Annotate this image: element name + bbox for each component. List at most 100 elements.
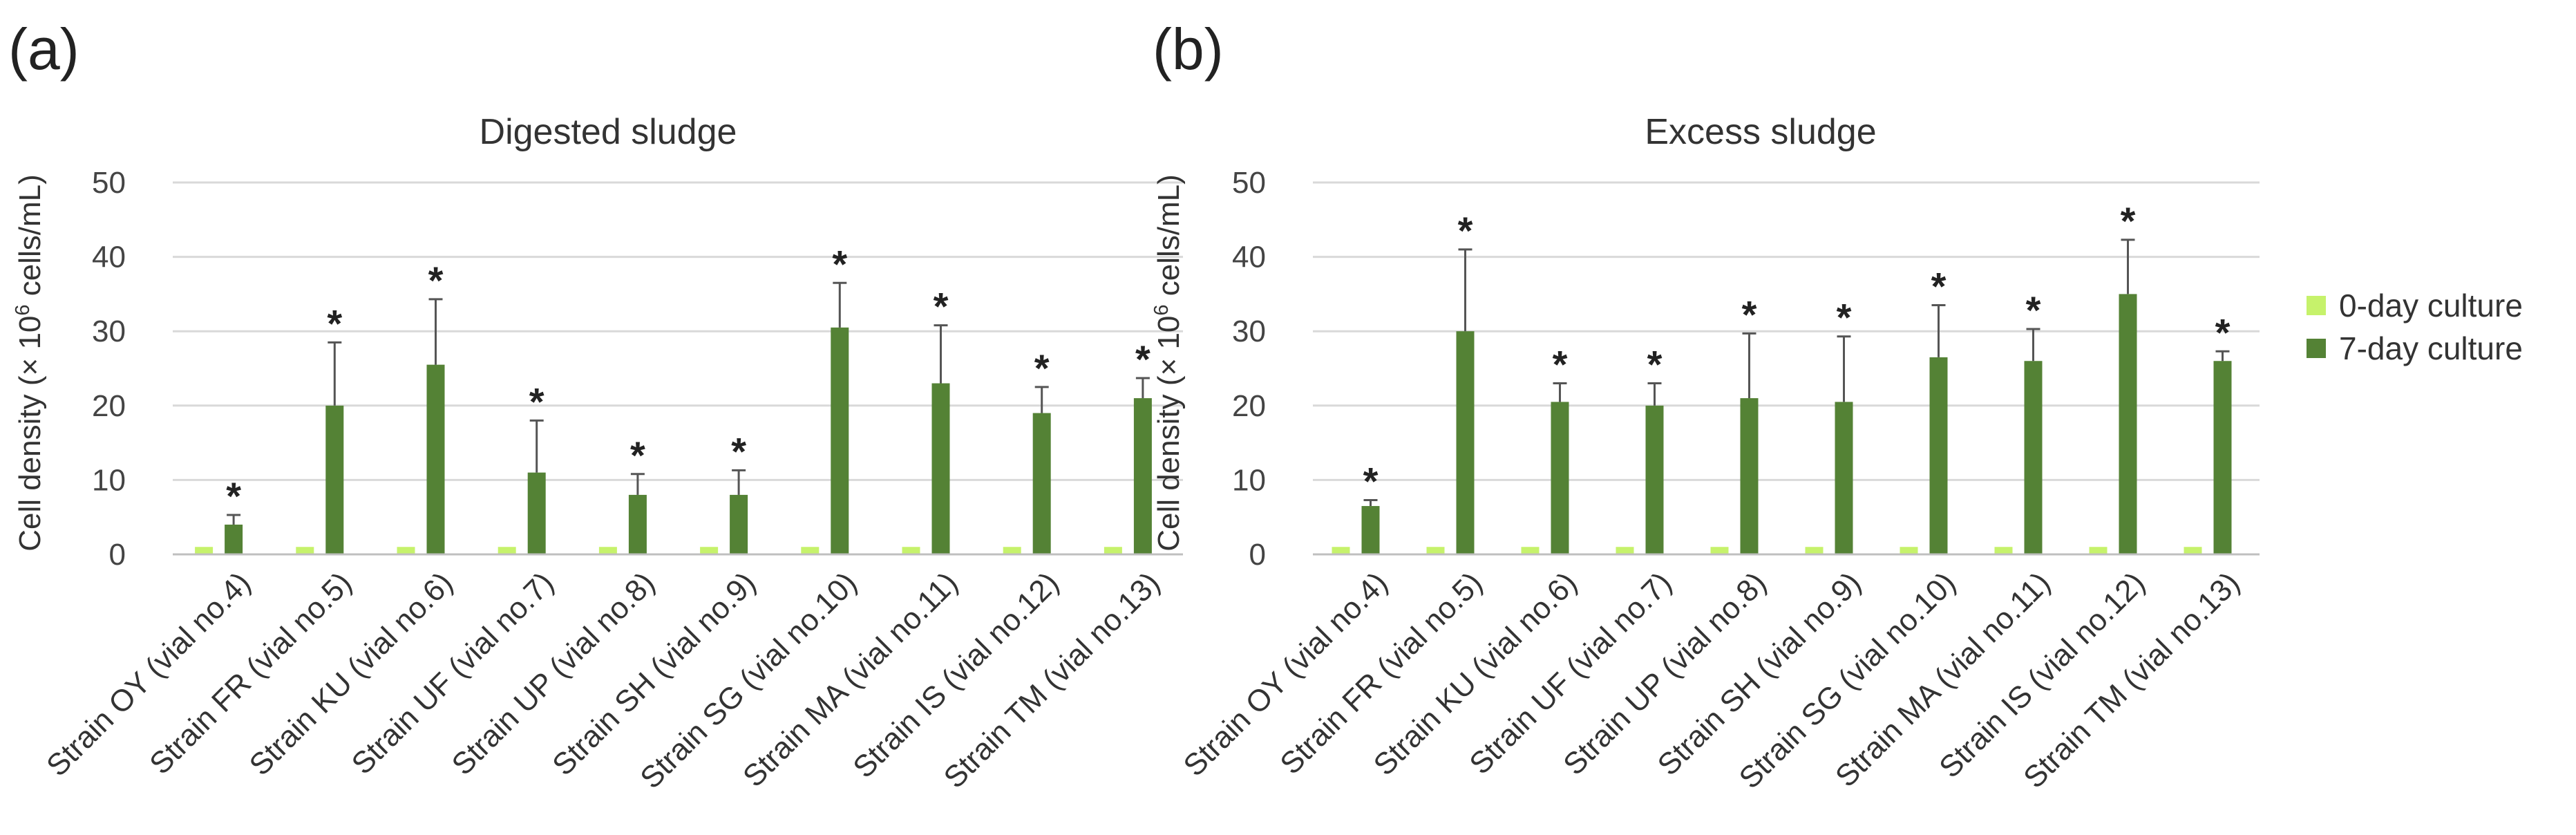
panel-b-excess-sludge: (b) Excess sludge Cell density (× 106 ce… bbox=[1150, 17, 2260, 796]
y-tick-label: 30 bbox=[1232, 315, 1266, 348]
panel-b-bars bbox=[1332, 294, 2232, 554]
bar-0-day bbox=[498, 547, 516, 554]
y-tick-label: 10 bbox=[1232, 463, 1266, 497]
panel-a-category-labels: Strain OY (vial no.4)Strain FR (vial no.… bbox=[40, 565, 1166, 795]
bar-7-day bbox=[426, 364, 445, 554]
y-tick-label: 40 bbox=[1232, 241, 1266, 274]
y-tick-label: 50 bbox=[92, 166, 126, 200]
bar-7-day bbox=[1361, 506, 1380, 554]
y-tick-label: 0 bbox=[109, 538, 126, 572]
bar-0-day bbox=[195, 547, 214, 554]
category-label: Strain FR (vial no.5) bbox=[143, 565, 358, 780]
panel-b-gridlines bbox=[1313, 181, 2260, 481]
category-label: Strain UF (vial no.7) bbox=[345, 565, 560, 780]
category-label: Strain OY (vial no.4) bbox=[40, 565, 257, 782]
bar-0-day bbox=[598, 547, 617, 554]
panel-b-y-axis-label: Cell density (× 106 cells/mL) bbox=[1150, 174, 1186, 552]
significance-star: * bbox=[2121, 199, 2136, 243]
y-tick-label: 20 bbox=[92, 389, 126, 423]
bar-0-day bbox=[902, 547, 920, 554]
bar-7-day bbox=[2213, 361, 2232, 554]
significance-star: * bbox=[630, 433, 645, 477]
significance-star: * bbox=[1034, 346, 1050, 390]
panel-b-y-ticks: 0 10 20 30 40 50 bbox=[1232, 166, 1266, 572]
y-tick-label: 40 bbox=[92, 241, 126, 274]
bar-0-day bbox=[1521, 547, 1540, 554]
significance-star: * bbox=[1647, 343, 1663, 386]
legend: 0-day culture 7-day culture bbox=[2307, 288, 2523, 366]
bar-7-day bbox=[2024, 361, 2043, 554]
bar-7-day bbox=[1645, 405, 1664, 554]
bar-7-day bbox=[1456, 331, 1475, 554]
significance-star: * bbox=[226, 474, 241, 518]
panel-b-error-bars bbox=[1363, 238, 2230, 507]
panel-a-error-bars bbox=[227, 281, 1150, 525]
bar-7-day bbox=[527, 472, 546, 554]
panel-a-y-ticks: 0 10 20 30 40 50 bbox=[92, 166, 126, 572]
significance-star: * bbox=[428, 259, 444, 302]
panel-a-digested-sludge: (a) Digested sludge Cell density (× 106 … bbox=[8, 17, 1183, 796]
bar-7-day bbox=[1929, 357, 1948, 554]
bar-0-day bbox=[1426, 547, 1445, 554]
bar-7-day bbox=[931, 383, 950, 554]
significance-star: * bbox=[1931, 265, 1947, 308]
category-label: Strain SH (vial no.9) bbox=[546, 565, 762, 782]
panel-b-title: Excess sludge bbox=[1645, 112, 1876, 152]
bar-0-day bbox=[801, 547, 820, 554]
bar-0-day bbox=[397, 547, 415, 554]
legend-swatch-0-day bbox=[2307, 296, 2326, 315]
panel-a-significance-markers: * * * * * * * * * * bbox=[226, 242, 1150, 518]
bar-7-day bbox=[1032, 413, 1051, 554]
bar-0-day bbox=[1900, 547, 1918, 554]
significance-star: * bbox=[1553, 343, 1568, 386]
significance-star: * bbox=[1135, 337, 1150, 381]
bar-7-day bbox=[1551, 402, 1569, 554]
category-label: Strain UP (vial no.8) bbox=[446, 565, 661, 781]
bar-0-day bbox=[1616, 547, 1634, 554]
significance-star: * bbox=[1363, 459, 1379, 503]
bar-0-day bbox=[1994, 547, 2013, 554]
legend-label-0-day: 0-day culture bbox=[2339, 288, 2523, 323]
bar-7-day bbox=[1133, 398, 1152, 554]
bar-7-day bbox=[1740, 398, 1759, 554]
bar-7-day bbox=[225, 524, 243, 554]
bar-0-day bbox=[2089, 547, 2108, 554]
panel-a-label: (a) bbox=[8, 17, 79, 82]
y-tick-label: 50 bbox=[1232, 166, 1266, 200]
panel-b-category-labels: Strain OY (vial no.4)Strain FR (vial no.… bbox=[1177, 565, 2246, 795]
y-tick-label: 0 bbox=[1249, 538, 1266, 572]
bar-0-day bbox=[1710, 547, 1729, 554]
significance-star: * bbox=[832, 242, 847, 285]
significance-star: * bbox=[529, 379, 544, 423]
bar-7-day bbox=[1835, 402, 1853, 554]
panel-a-bars bbox=[195, 327, 1152, 554]
bar-7-day bbox=[628, 494, 647, 554]
y-tick-label: 10 bbox=[92, 463, 126, 497]
bar-7-day bbox=[325, 405, 344, 554]
significance-star: * bbox=[2215, 310, 2231, 354]
significance-star: * bbox=[327, 301, 342, 345]
y-tick-label: 20 bbox=[1232, 389, 1266, 423]
bar-0-day bbox=[1104, 547, 1122, 554]
panel-b-label: (b) bbox=[1153, 17, 1224, 82]
bar-0-day bbox=[1003, 547, 1021, 554]
bar-0-day bbox=[2184, 547, 2202, 554]
panel-a-gridlines bbox=[173, 181, 1183, 481]
significance-star: * bbox=[1458, 209, 1473, 252]
significance-star: * bbox=[934, 285, 949, 328]
legend-label-7-day: 7-day culture bbox=[2339, 330, 2523, 366]
bar-7-day bbox=[730, 494, 748, 554]
panel-a-y-axis-label: Cell density (× 106 cells/mL) bbox=[12, 174, 47, 552]
legend-swatch-7-day bbox=[2307, 339, 2326, 358]
bar-7-day bbox=[831, 327, 849, 554]
bar-0-day bbox=[1805, 547, 1824, 554]
significance-star: * bbox=[2026, 288, 2041, 332]
y-tick-label: 30 bbox=[92, 315, 126, 348]
bar-0-day bbox=[1332, 547, 1350, 554]
significance-star: * bbox=[731, 429, 746, 473]
bar-0-day bbox=[296, 547, 314, 554]
significance-star: * bbox=[1742, 292, 1757, 336]
category-label: Strain KU (vial no.6) bbox=[243, 565, 460, 782]
panel-b-significance-markers: * * * * * * * * * * bbox=[1363, 199, 2231, 503]
